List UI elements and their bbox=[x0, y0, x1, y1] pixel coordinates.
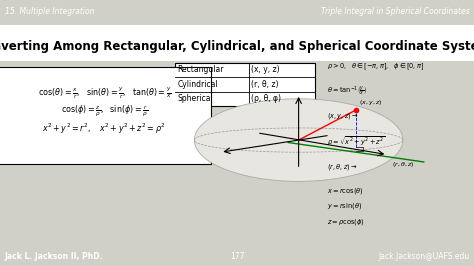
Text: Spherical: Spherical bbox=[178, 94, 213, 103]
Text: Jack.Jackson@UAFS.edu: Jack.Jackson@UAFS.edu bbox=[378, 252, 469, 260]
Text: $\theta=\tan^{-1}\!\left(\frac{y}{x}\right)$: $\theta=\tan^{-1}\!\left(\frac{y}{x}\rig… bbox=[327, 85, 367, 98]
Text: $(x,y,z)$: $(x,y,z)$ bbox=[359, 98, 383, 107]
Text: $\cos(\phi)=\frac{z}{\rho},\ \ \sin(\phi)=\frac{r}{\rho}$: $\cos(\phi)=\frac{z}{\rho},\ \ \sin(\phi… bbox=[61, 103, 148, 118]
Text: Rectangular: Rectangular bbox=[178, 65, 224, 74]
Text: $\cos(\theta)=\frac{x}{r},\ \ \sin(\theta)=\frac{y}{r},\ \ \tan(\theta)=\frac{y}: $\cos(\theta)=\frac{x}{r},\ \ \sin(\thet… bbox=[37, 86, 171, 101]
Text: Triple Integral in Spherical Coordinates: Triple Integral in Spherical Coordinates bbox=[320, 7, 469, 16]
Text: $x^2+y^2=r^2,\quad x^2+y^2+z^2=\rho^2$: $x^2+y^2=r^2,\quad x^2+y^2+z^2=\rho^2$ bbox=[43, 122, 166, 136]
Text: (x, y, z): (x, y, z) bbox=[251, 65, 280, 74]
Text: Cylindrical: Cylindrical bbox=[178, 80, 219, 89]
Text: $(x,y,z)\rightarrow$: $(x,y,z)\rightarrow$ bbox=[327, 111, 359, 121]
Text: Converting Among Rectangular, Cylindrical, and Spherical Coordinate Systems: Converting Among Rectangular, Cylindrica… bbox=[0, 40, 474, 53]
Text: $\rho>0,\ \ \theta\in[-\pi,\pi],\ \ \phi\in[0,\pi]$: $\rho>0,\ \ \theta\in[-\pi,\pi],\ \ \phi… bbox=[327, 62, 424, 72]
FancyBboxPatch shape bbox=[0, 67, 211, 164]
FancyBboxPatch shape bbox=[175, 63, 315, 106]
Text: $y=r\sin(\theta)$: $y=r\sin(\theta)$ bbox=[327, 201, 362, 211]
Text: 15. Multiple Integration: 15. Multiple Integration bbox=[5, 7, 94, 16]
Text: (ρ, θ, φ): (ρ, θ, φ) bbox=[251, 94, 281, 103]
Text: $(r,\theta,z)$: $(r,\theta,z)$ bbox=[392, 160, 415, 169]
Text: Jack L. Jackson II, PhD.: Jack L. Jackson II, PhD. bbox=[5, 252, 103, 260]
Ellipse shape bbox=[194, 99, 403, 181]
Text: $(r,\theta,z)\rightarrow$: $(r,\theta,z)\rightarrow$ bbox=[327, 161, 358, 172]
FancyBboxPatch shape bbox=[0, 25, 474, 61]
Text: $z=\rho\cos(\phi)$: $z=\rho\cos(\phi)$ bbox=[327, 217, 365, 227]
Text: 177: 177 bbox=[230, 252, 244, 260]
Text: $x=r\cos(\theta)$: $x=r\cos(\theta)$ bbox=[327, 186, 364, 196]
Text: $\rho=\sqrt{x^2+y^2+z^2}$: $\rho=\sqrt{x^2+y^2+z^2}$ bbox=[327, 135, 386, 149]
Text: (r, θ, z): (r, θ, z) bbox=[251, 80, 279, 89]
